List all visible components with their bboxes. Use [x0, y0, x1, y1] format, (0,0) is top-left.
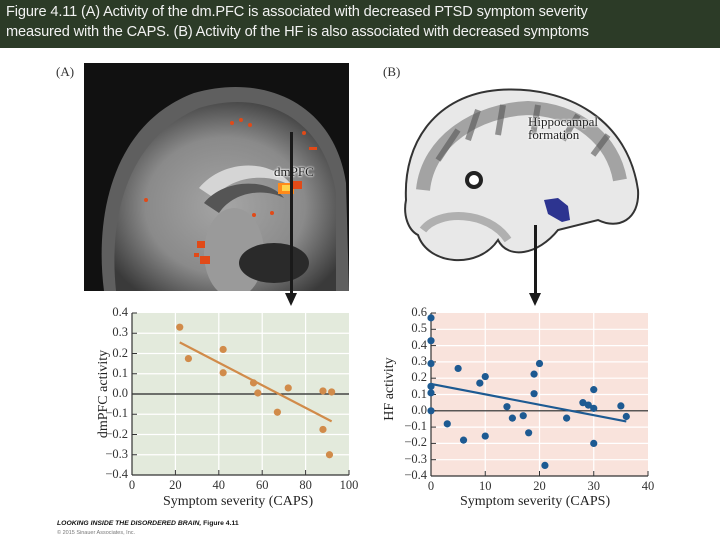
y-tick-label: 0.4: [411, 337, 427, 352]
x-axis-label-dmpfc: Symptom severity (CAPS): [163, 494, 314, 509]
pointer-arrow-b: [534, 225, 537, 297]
data-point: [459, 436, 468, 444]
data-point: [427, 389, 435, 397]
data-point: [273, 408, 281, 416]
data-point: [584, 401, 592, 409]
arrow-head-b: [529, 293, 541, 306]
dmpfc-label: dmPFC: [274, 164, 314, 179]
y-tick-label: −0.3: [404, 451, 427, 466]
y-tick-label: 0.2: [112, 345, 128, 360]
y-tick-label: −0.4: [404, 468, 427, 482]
data-point: [530, 390, 538, 398]
data-point: [535, 359, 544, 368]
title-banner: Figure 4.11 (A) Activity of the dm.PFC i…: [0, 0, 720, 48]
data-point: [427, 407, 435, 415]
y-tick-label: 0.2: [411, 370, 427, 385]
data-point: [590, 404, 598, 412]
data-point: [219, 369, 227, 377]
copyright: © 2015 Sinauer Associates, Inc.: [57, 530, 136, 536]
data-point: [454, 364, 462, 373]
scatter-plot-hf: [427, 312, 649, 477]
y-tick-label: 0.3: [112, 325, 128, 340]
data-point: [325, 451, 334, 459]
data-point: [427, 314, 435, 322]
y-tick-label: −0.2: [105, 426, 128, 441]
y-tick-label: −0.1: [105, 406, 128, 421]
data-point: [184, 354, 193, 363]
x-tick-label: 40: [212, 478, 226, 492]
x-tick-label: 10: [479, 479, 492, 493]
x-tick-label: 100: [339, 478, 359, 492]
x-tick-label: 0: [128, 478, 136, 492]
data-point: [319, 387, 327, 395]
data-point: [508, 414, 516, 422]
y-tick-label: 0.5: [411, 321, 427, 336]
y-tick-label: 0.0: [411, 402, 427, 417]
y-tick-label: 0.3: [411, 353, 427, 368]
y-tick-label: −0.4: [105, 467, 128, 481]
panel-a-label: (A): [56, 64, 75, 79]
pointer-arrow-a: [290, 132, 293, 297]
data-point: [481, 372, 489, 381]
data-point: [249, 379, 258, 387]
data-point: [176, 323, 184, 331]
y-axis-label-hf: HF activity: [382, 357, 397, 421]
data-point: [319, 425, 327, 434]
data-point: [481, 432, 489, 440]
data-point: [503, 403, 511, 411]
data-point: [427, 337, 435, 345]
data-point: [579, 399, 587, 407]
book-credit: LOOKING INSIDE THE DISORDERED BRAIN, Fig…: [57, 520, 239, 527]
x-tick-label: 40: [641, 479, 655, 493]
data-point: [530, 370, 538, 378]
y-tick-label: 0.6: [411, 305, 427, 319]
x-tick-label: 30: [587, 479, 601, 493]
x-tick-label: 0: [427, 479, 435, 493]
caption-line-1: Figure 4.11 (A) Activity of the dm.PFC i…: [6, 4, 588, 20]
brain-image-a: dmPFC: [84, 63, 349, 291]
y-axis-label-dmpfc: dmPFC activity: [96, 349, 111, 439]
data-point: [284, 384, 292, 392]
y-tick-label: −0.3: [105, 446, 128, 461]
arrow-head-a: [285, 293, 297, 306]
data-point: [443, 420, 451, 428]
data-point: [328, 388, 336, 396]
data-point: [617, 402, 625, 410]
y-tick-label: 0.0: [112, 386, 128, 400]
data-point: [427, 382, 435, 390]
brain-image-b: Hippocampal formation: [398, 80, 648, 280]
data-point: [427, 359, 435, 368]
data-point: [525, 429, 533, 437]
data-point: [622, 412, 630, 421]
x-tick-label: 20: [533, 479, 546, 493]
data-point: [519, 412, 527, 420]
hippocampal-label: Hippocampal formation: [528, 114, 599, 142]
y-tick-label: 0.1: [411, 386, 427, 401]
data-point: [254, 389, 262, 397]
data-point: [476, 379, 484, 387]
data-point: [590, 439, 598, 447]
x-tick-label: 20: [169, 478, 182, 492]
x-axis-label-hf: Symptom severity (CAPS): [460, 494, 611, 509]
x-tick-label: 60: [255, 478, 269, 492]
data-point: [541, 461, 549, 470]
data-point: [590, 386, 598, 394]
y-tick-label: −0.2: [404, 435, 427, 450]
y-tick-label: −0.1: [404, 419, 427, 434]
data-point: [563, 414, 571, 422]
panel-b-label: (B): [383, 64, 401, 79]
x-tick-label: 80: [299, 478, 312, 492]
y-tick-label: 0.4: [112, 305, 128, 319]
y-tick-label: 0.1: [112, 365, 128, 380]
caption-line-2: measured with the CAPS. (B) Activity of …: [6, 24, 589, 40]
scatter-plot-dmpfc: [131, 312, 350, 476]
data-point: [219, 345, 227, 354]
